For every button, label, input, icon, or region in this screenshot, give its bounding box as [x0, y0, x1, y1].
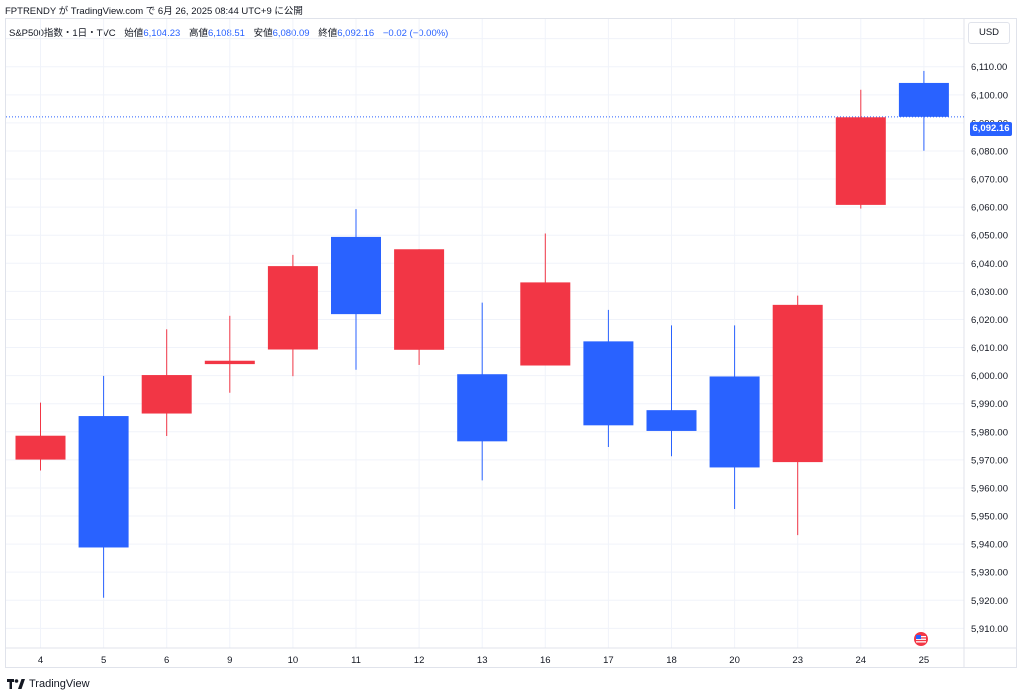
symbol-label[interactable]: S&P500指数・1日・TVC — [9, 28, 116, 39]
change-value: −0.02 (−0.00%) — [382, 28, 449, 39]
currency-button[interactable]: USD — [968, 22, 1010, 44]
x-tick-label: 18 — [666, 655, 677, 666]
y-tick-label: 6,070.00 — [971, 175, 1008, 186]
x-tick-label: 5 — [101, 655, 106, 666]
candle-body — [835, 117, 886, 205]
y-tick-label: 6,100.00 — [971, 90, 1008, 101]
y-tick-label: 5,950.00 — [971, 512, 1008, 523]
x-tick-label: 25 — [919, 655, 930, 666]
x-tick-label: 23 — [792, 655, 803, 666]
x-tick-label: 13 — [477, 655, 488, 666]
candle-body — [15, 435, 66, 460]
high-value: 6,108.51 — [207, 28, 245, 39]
candle-body — [583, 341, 634, 426]
attribution-text: FPTRENDY が TradingView.com で 6月 26, 2025… — [5, 6, 303, 17]
tradingview-logo-icon — [7, 679, 25, 689]
x-tick-label: 11 — [351, 655, 361, 666]
candle-body — [772, 304, 823, 463]
y-tick-label: 6,030.00 — [971, 287, 1008, 298]
open-label: 始値 — [124, 28, 144, 39]
x-tick-label: 9 — [227, 655, 232, 666]
brand-name: TradingView — [29, 678, 90, 690]
y-tick-label: 5,930.00 — [971, 568, 1008, 579]
brand[interactable]: TradingView — [7, 678, 90, 690]
x-tick-label: 24 — [856, 655, 867, 666]
y-tick-label: 6,020.00 — [971, 315, 1008, 326]
x-tick-label: 20 — [729, 655, 740, 666]
x-tick-label: 17 — [603, 655, 614, 666]
low-value: 6,080.09 — [272, 28, 310, 39]
y-tick-label: 6,000.00 — [971, 371, 1008, 382]
candle-body — [141, 375, 192, 414]
y-tick-label: 6,060.00 — [971, 203, 1008, 214]
candle-body — [394, 249, 445, 350]
y-tick-label: 6,040.00 — [971, 259, 1008, 270]
low-label: 安値 — [253, 28, 273, 39]
candle-body — [646, 410, 697, 431]
candle-body — [520, 282, 571, 366]
x-tick-label: 4 — [38, 655, 43, 666]
y-tick-label: 5,970.00 — [971, 455, 1008, 466]
last-price-tag: 6,092.16 — [970, 122, 1012, 136]
chart-frame — [5, 18, 1017, 668]
us-flag-icon[interactable] — [913, 631, 929, 647]
y-tick-label: 5,920.00 — [971, 596, 1008, 607]
y-tick-label: 5,960.00 — [971, 483, 1008, 494]
candle-body — [267, 266, 318, 350]
y-tick-label: 5,910.00 — [971, 624, 1008, 635]
candle-body — [331, 236, 381, 315]
x-tick-label: 10 — [288, 655, 299, 666]
x-tick-label: 6 — [164, 655, 169, 666]
y-tick-label: 5,990.00 — [971, 399, 1008, 410]
candle-body — [204, 360, 255, 365]
y-tick-label: 5,980.00 — [971, 427, 1008, 438]
candle-body — [457, 374, 508, 442]
y-tick-label: 5,940.00 — [971, 540, 1008, 551]
candle-body — [78, 416, 129, 548]
y-tick-label: 6,110.00 — [971, 62, 1007, 73]
high-label: 高値 — [188, 28, 208, 39]
y-tick-label: 6,080.00 — [971, 146, 1008, 157]
y-tick-label: 6,050.00 — [971, 231, 1008, 242]
close-label: 終値 — [318, 28, 338, 39]
open-value: 6,104.23 — [143, 28, 181, 39]
candle-body — [898, 82, 949, 117]
x-tick-label: 16 — [540, 655, 551, 666]
candle-body — [709, 376, 760, 468]
y-tick-label: 6,010.00 — [971, 343, 1008, 354]
x-tick-label: 12 — [414, 655, 425, 666]
